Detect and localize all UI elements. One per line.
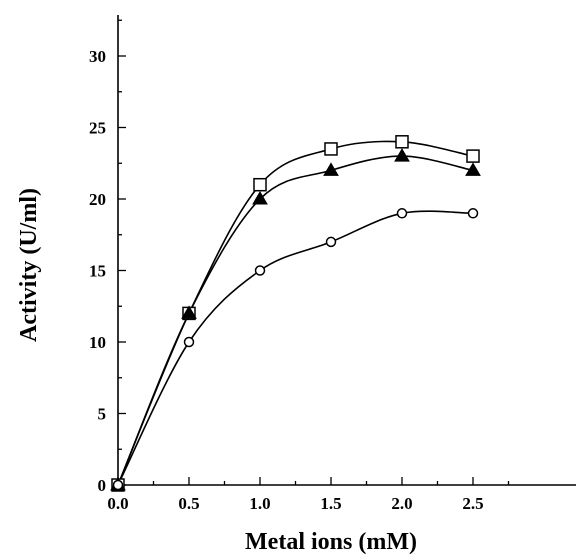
data-point-open-circle <box>396 208 408 219</box>
data-point-open-circle <box>183 336 195 348</box>
y-tick-label: 15 <box>89 262 106 281</box>
data-point-filled-triangle <box>252 191 268 205</box>
y-tick-label: 5 <box>98 405 107 424</box>
axis-ticks: 0.0 0.5 1.0 1.5 2.0 2.5 0 5 10 15 20 25 30 <box>89 19 510 513</box>
data-point-open-circle <box>254 265 266 276</box>
series-line-3 <box>117 210 474 486</box>
data-markers <box>110 135 481 492</box>
x-tick-label: 1.0 <box>249 494 270 513</box>
x-axis-title: Metal ions (mM) <box>245 529 417 555</box>
data-point-open-square <box>395 135 409 149</box>
series-line-2 <box>117 155 474 486</box>
data-point-open-square <box>466 149 480 163</box>
y-tick-label: 10 <box>89 333 106 352</box>
data-point-filled-triangle <box>394 148 410 162</box>
data-point-filled-triangle <box>465 162 481 176</box>
y-tick-label: 25 <box>89 119 106 138</box>
series-line-1 <box>117 140 474 486</box>
x-tick-label: 0.0 <box>107 494 128 513</box>
data-point-open-square <box>253 177 267 192</box>
data-point-open-circle <box>112 479 124 491</box>
x-tick-label: 1.5 <box>320 494 341 513</box>
series-lines <box>117 140 474 486</box>
plot-frame <box>117 15 576 486</box>
data-point-open-circle <box>467 208 479 219</box>
y-axis-title: Activity (U/ml) <box>16 188 42 342</box>
data-point-open-circle <box>325 236 337 248</box>
x-tick-label: 2.0 <box>391 494 412 513</box>
y-tick-label: 0 <box>98 476 107 495</box>
x-tick-label: 2.5 <box>462 494 483 513</box>
x-tick-label: 0.5 <box>178 494 199 513</box>
y-tick-label: 20 <box>89 190 106 209</box>
data-point-open-square <box>324 142 338 156</box>
y-tick-label: 30 <box>89 47 106 66</box>
data-point-filled-triangle <box>181 305 197 319</box>
data-point-filled-triangle <box>323 162 339 176</box>
